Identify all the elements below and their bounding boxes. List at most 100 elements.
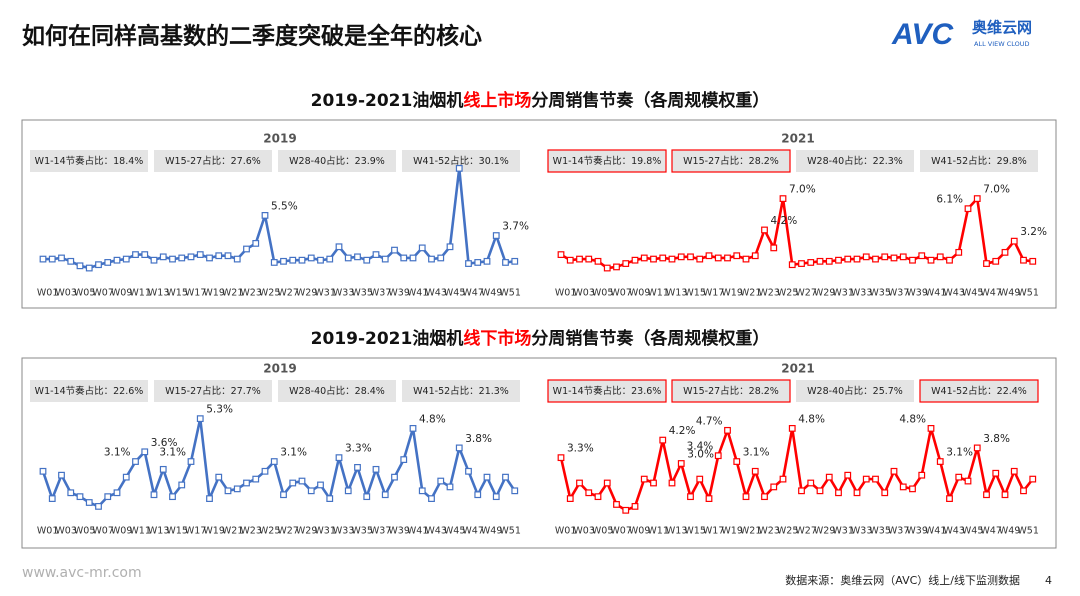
stat-label: W28-40占比：22.3% [807,155,903,167]
data-label: 3.1% [104,447,131,459]
data-point [1020,487,1027,495]
stat-label: W1-14节奏占比：19.8% [553,155,662,167]
data-point [687,253,694,261]
x-tick-label: W43 [943,288,964,299]
data-point [317,256,324,264]
x-tick-label: W37 [888,526,909,537]
x-tick-label: W23 [758,526,779,537]
data-point [1020,256,1027,264]
data-point [215,473,223,481]
data-point [677,253,685,261]
stat-box [796,380,914,402]
x-tick-label: W51 [1017,526,1038,537]
x-tick-label: W13 [148,526,169,537]
data-point [992,469,1000,477]
data-label: 3.1% [946,447,973,459]
data-point [798,260,805,267]
data-point [446,483,454,491]
x-tick-label: W21 [222,288,243,299]
x-tick-label: W37 [370,288,391,299]
data-point [622,506,630,514]
data-point [650,255,657,263]
stat-box [30,150,148,172]
data-label: 7.0% [983,184,1010,196]
logo-tagline: ALL VIEW CLOUD [974,40,1030,48]
x-tick-label: W49 [999,288,1020,299]
data-point [946,256,953,264]
data-point [825,473,833,481]
data-point [1010,467,1018,475]
x-tick-label: W07 [92,526,113,537]
x-tick-label: W07 [92,288,113,299]
data-point [751,467,759,475]
data-point [585,489,593,497]
data-point [39,255,47,263]
x-tick-label: W39 [906,526,927,537]
data-point [298,256,306,264]
data-point [48,495,56,502]
data-point [224,487,232,495]
x-tick-label: W35 [351,288,372,299]
x-tick-label: W35 [869,288,890,299]
footer-url: www.avc-mr.com [22,565,142,581]
data-point [816,487,824,495]
data-label: 3.0% [687,449,714,461]
x-tick-label: W33 [333,288,354,299]
data-point [85,264,93,272]
data-point [206,254,213,262]
x-tick-label: W01 [555,288,576,299]
data-point [603,479,611,487]
data-point [455,164,463,172]
x-tick-label: W19 [721,288,742,299]
data-point [492,493,500,501]
data-point [761,226,768,234]
chart-title: 2019 [263,132,296,146]
data-point [816,257,824,265]
data-point [113,256,121,264]
x-tick-label: W37 [888,288,909,299]
data-point [317,481,324,489]
data-point [307,487,315,495]
chart-title: 2021 [781,362,814,376]
x-tick-label: W21 [740,526,761,537]
data-point [899,253,907,261]
data-point [835,256,842,264]
x-tick-label: W51 [1017,288,1038,299]
x-tick-label: W03 [55,288,76,299]
x-tick-label: W25 [777,526,798,537]
data-point [696,475,704,483]
data-point [344,254,352,262]
data-point [576,479,583,487]
stat-box [796,150,914,172]
data-point [492,232,500,239]
data-point [363,256,371,264]
x-tick-label: W17 [185,288,206,299]
data-point [95,503,102,510]
x-tick-label: W39 [906,288,927,299]
data-point [724,254,731,262]
data-point [511,487,519,495]
data-point [918,252,926,260]
stat-label: W41-52占比：22.4% [931,385,1027,397]
data-point [659,436,667,444]
section-title: 2019-2021油烟机线上市场分周销售节奏（各周规模权重） [311,90,770,111]
x-tick-label: W11 [129,288,150,299]
x-tick-label: W31 [314,526,335,537]
data-point [983,491,990,499]
x-tick-label: W13 [666,288,687,299]
data-point [104,493,112,501]
x-tick-label: W43 [425,526,446,537]
data-point [687,493,694,501]
x-tick-label: W41 [407,526,428,537]
data-point [381,491,389,499]
data-line [43,167,515,270]
x-tick-label: W39 [388,526,409,537]
data-point [1001,248,1009,256]
x-tick-label: W41 [407,288,428,299]
data-point [307,254,315,262]
x-tick-label: W11 [647,526,668,537]
x-tick-label: W17 [703,288,724,299]
data-point [104,259,112,266]
data-point [862,475,870,483]
data-point [400,254,408,262]
